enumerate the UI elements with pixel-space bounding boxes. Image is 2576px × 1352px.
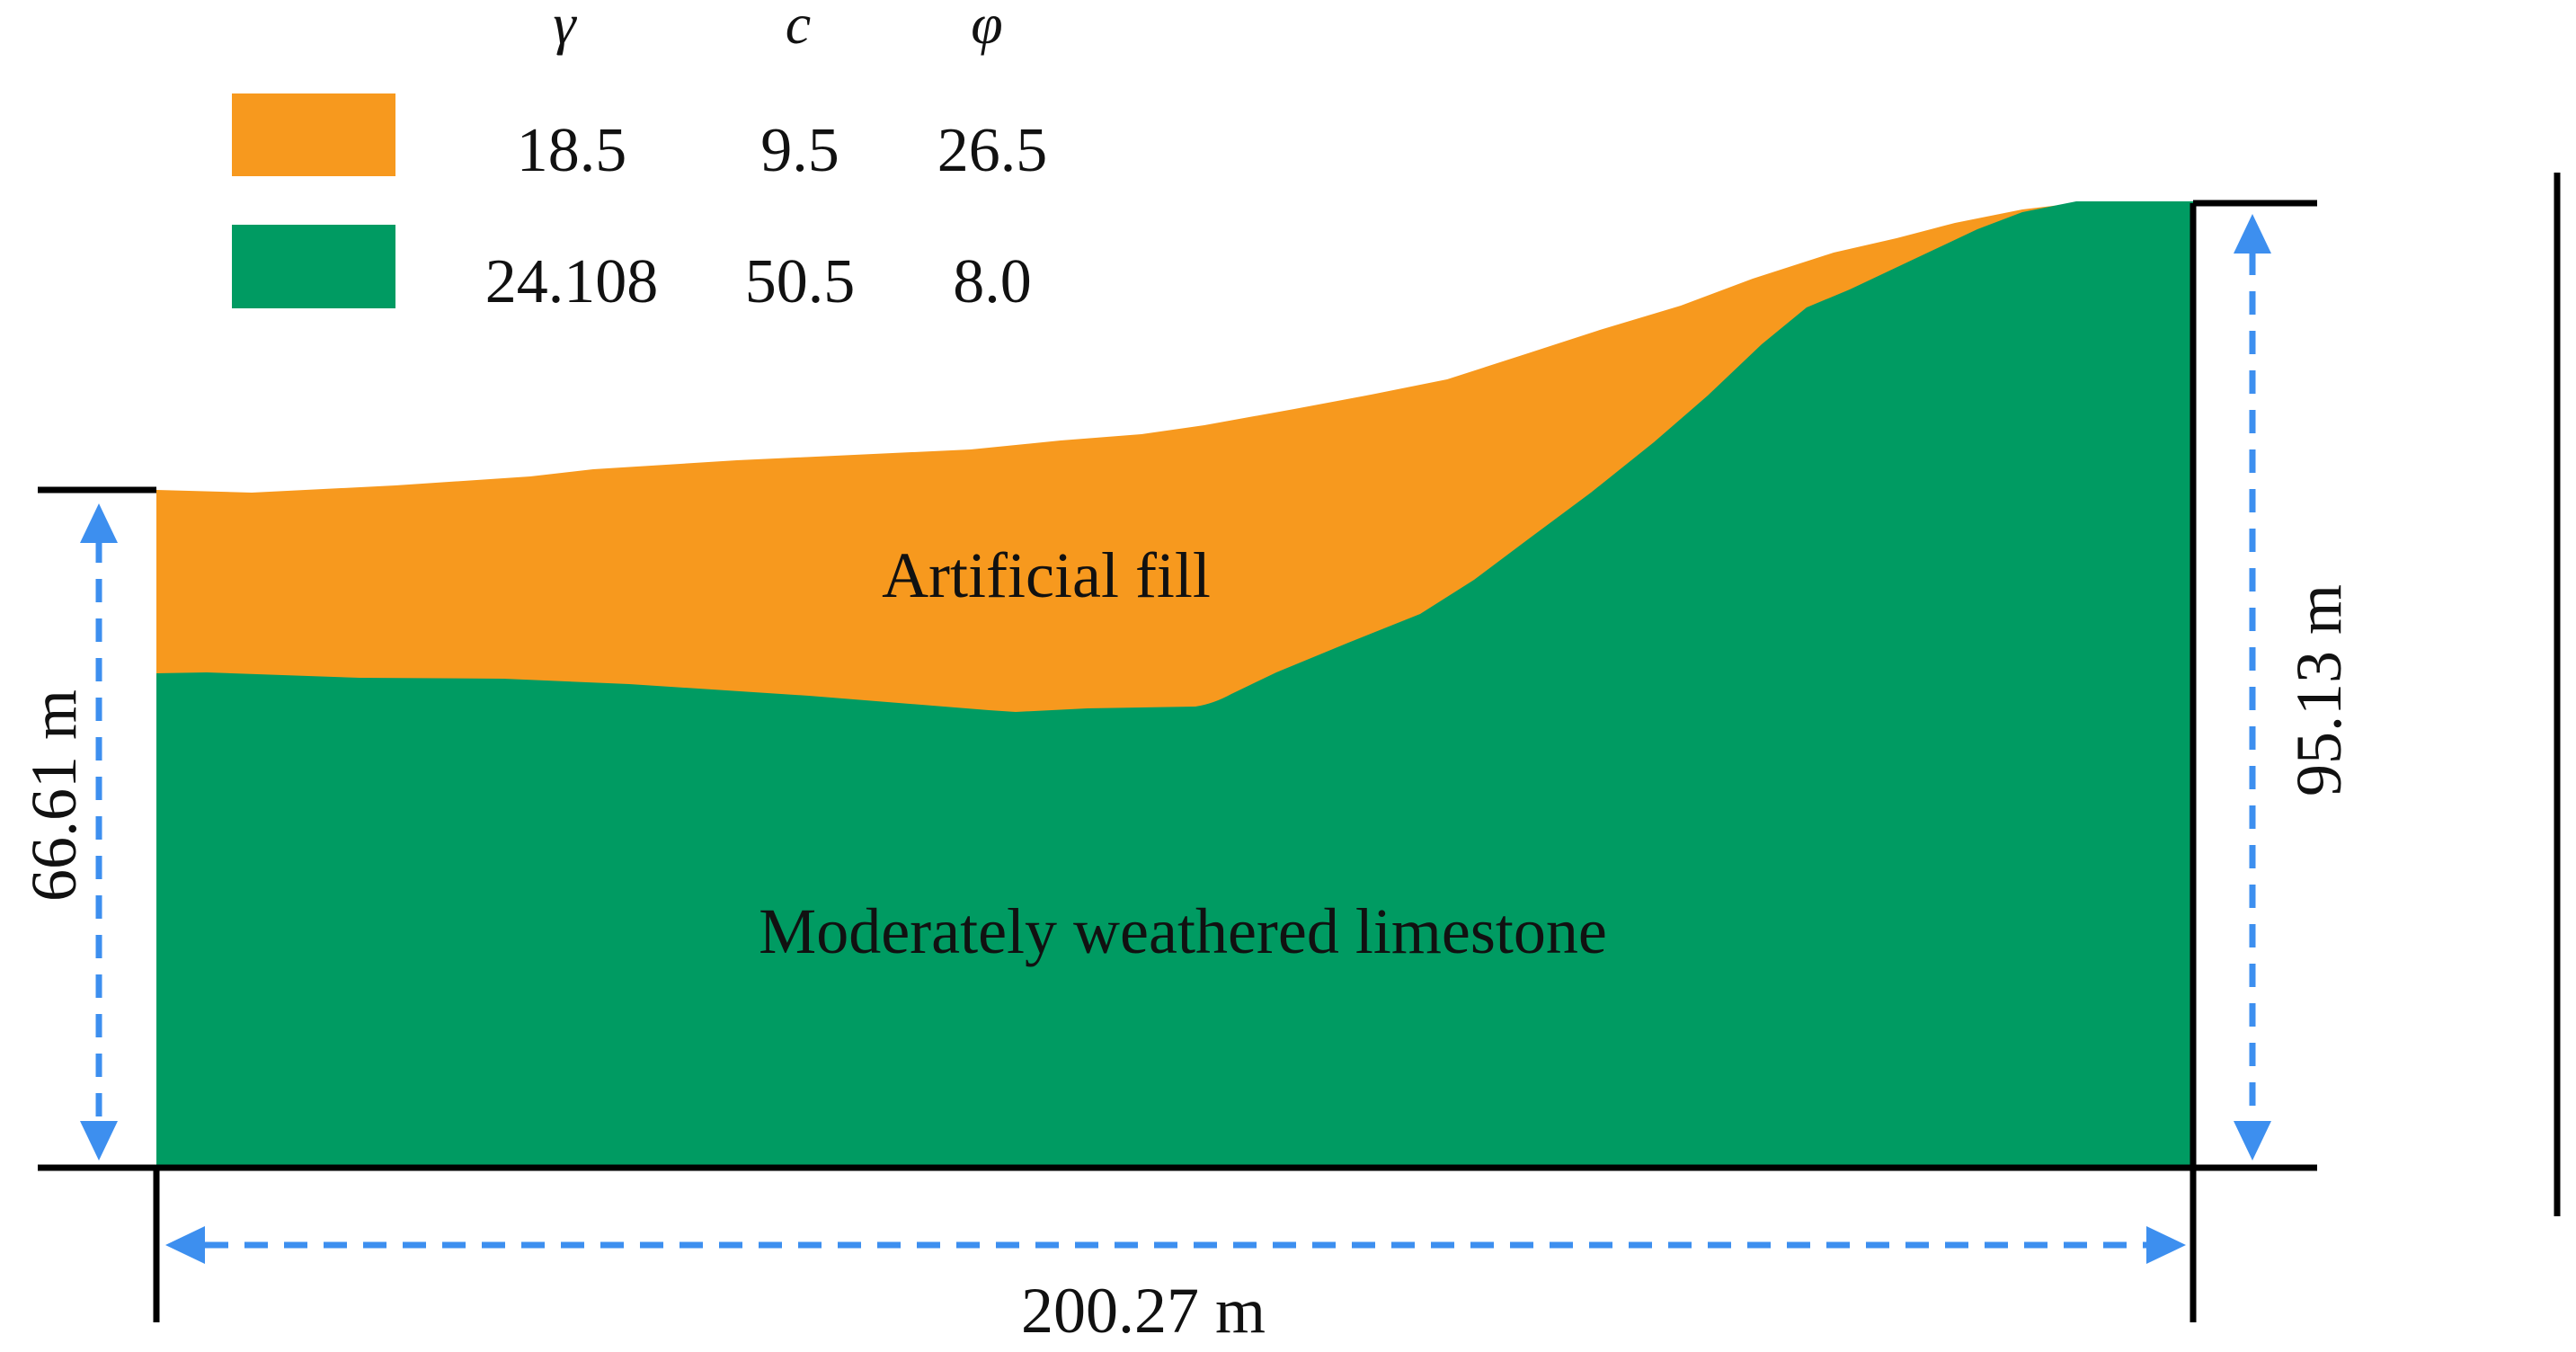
legend-swatch-rock bbox=[232, 225, 395, 308]
left-height-arrow-top bbox=[80, 503, 118, 543]
left-height-arrow-bottom bbox=[80, 1121, 118, 1161]
limestone-label: Moderately weathered limestone bbox=[759, 895, 1607, 967]
legend-rock-phi: 8.0 bbox=[953, 247, 1032, 316]
legend-fill-c: 9.5 bbox=[760, 116, 839, 185]
width-arrow-left bbox=[165, 1226, 205, 1264]
width-label: 200.27 m bbox=[1021, 1275, 1266, 1347]
right-height-arrow-bottom bbox=[2234, 1121, 2271, 1161]
legend-fill-phi: 26.5 bbox=[937, 116, 1048, 185]
right-height-label: 95.13 m bbox=[2283, 584, 2355, 796]
width-arrow-right bbox=[2146, 1226, 2186, 1264]
legend-header-phi: φ bbox=[971, 0, 1002, 56]
legend-rock-c: 50.5 bbox=[745, 247, 856, 316]
legend-fill-gamma: 18.5 bbox=[517, 116, 627, 185]
left-height-label: 66.61 m bbox=[18, 689, 90, 902]
artificial-fill-label: Artificial fill bbox=[882, 539, 1211, 611]
limestone-layer bbox=[156, 201, 2193, 1168]
legend-header-c: c bbox=[786, 0, 811, 56]
legend-rock-gamma: 24.108 bbox=[485, 247, 659, 316]
legend-swatch-fill bbox=[232, 93, 395, 176]
legend-header-gamma: γ bbox=[553, 0, 577, 56]
right-height-arrow-top bbox=[2234, 214, 2271, 254]
